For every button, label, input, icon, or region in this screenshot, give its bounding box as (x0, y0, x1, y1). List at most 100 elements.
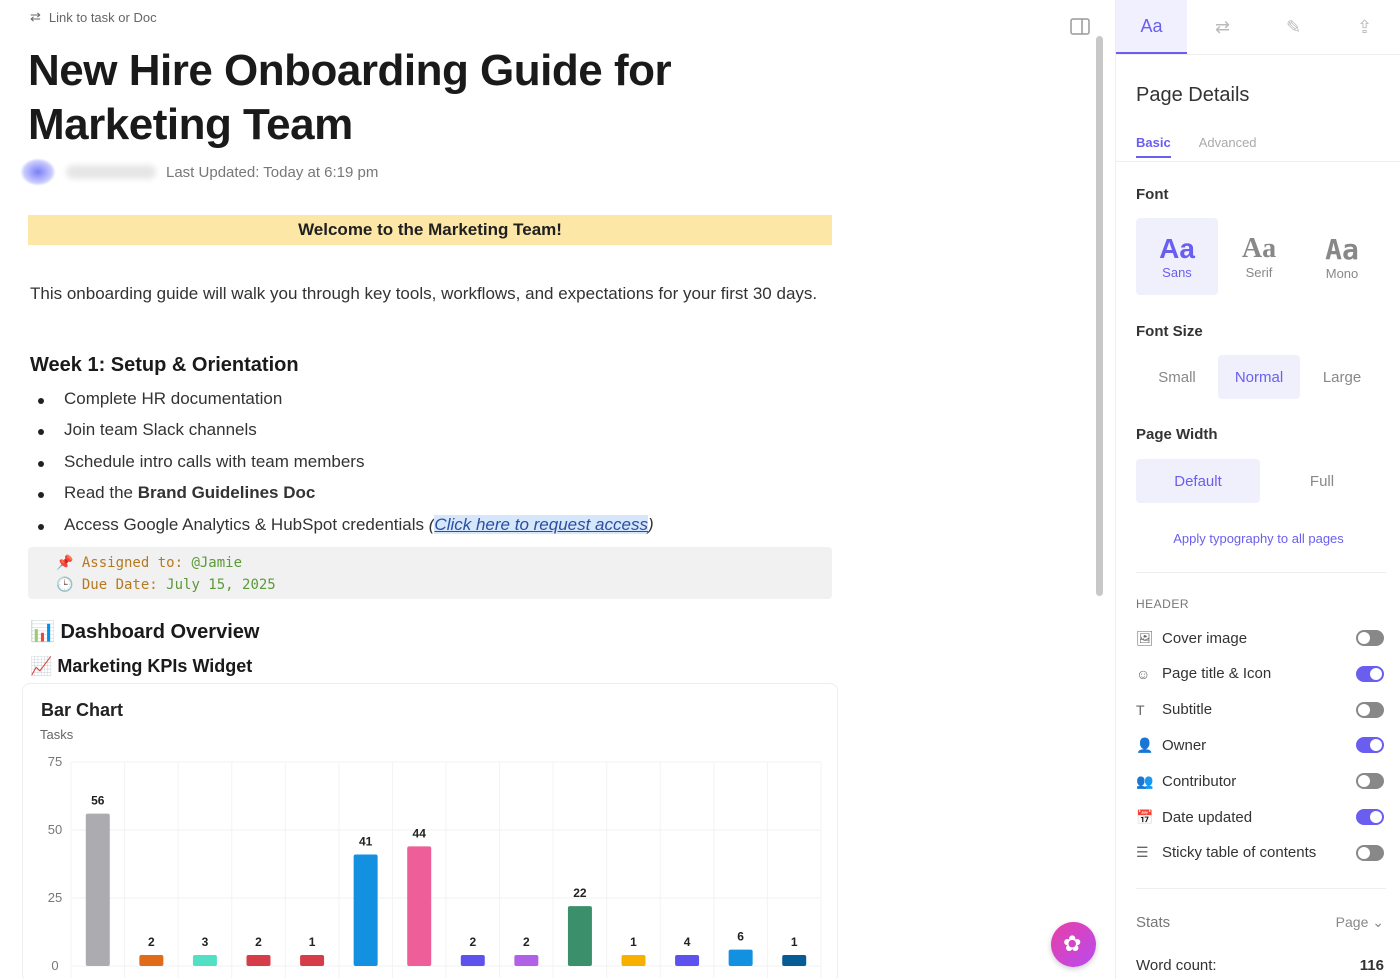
bar (460, 955, 485, 966)
row-icon: 👤 (1136, 736, 1154, 753)
toggle-row-page-title-icon: ☺ Page title & Icon (1136, 664, 1384, 684)
scrollbar[interactable] (1096, 36, 1103, 596)
toggle-switch[interactable] (1356, 844, 1384, 861)
list-item: Join team Slack channels (38, 420, 654, 451)
intro-text: This onboarding guide will walk you thro… (30, 284, 818, 303)
y-tick-label: 0 (51, 958, 58, 973)
data-label: 56 (91, 794, 105, 808)
row-icon: ☺ (1136, 665, 1151, 682)
y-axis-label: Tasks (40, 727, 74, 742)
bar (139, 955, 164, 966)
dashboard-heading: 📊 Dashboard Overview (30, 621, 260, 643)
bar (514, 955, 539, 966)
data-label: 22 (573, 886, 587, 900)
width-full[interactable]: Full (1309, 472, 1335, 490)
toggle-switch[interactable] (1356, 773, 1384, 790)
bar (192, 955, 217, 966)
toggle-switch[interactable] (1356, 665, 1384, 682)
bar (782, 955, 807, 966)
data-label: 4 (684, 935, 691, 949)
bar (728, 949, 753, 966)
stats-row: Stats Page ⌄ (1136, 913, 1384, 931)
toggle-switch[interactable] (1356, 809, 1384, 825)
chart-title: Bar Chart (41, 700, 124, 720)
size-normal[interactable]: Normal (1218, 355, 1300, 399)
list-item: Complete HR documentation (38, 389, 654, 420)
welcome-banner: Welcome to the Marketing Team! (28, 215, 832, 245)
brand-guidelines-link[interactable]: Brand Guidelines Doc (137, 483, 316, 503)
week1-heading: Week 1: Setup & Orientation (30, 354, 299, 376)
font-label: Font (1136, 186, 1169, 203)
panel-title: Page Details (1136, 84, 1250, 106)
data-label: 1 (309, 935, 316, 949)
bar-chart-widget: Bar Chart Tasks 0 25 50 75 56 2 3 2 1 41 44 2 2 22 1 4 6… (22, 683, 838, 979)
data-label: 2 (469, 935, 476, 949)
bar (675, 955, 700, 966)
row-icon: 🖼 (1136, 629, 1154, 646)
apply-typography-link[interactable]: Apply typography to all pages (1173, 531, 1344, 546)
last-updated: Last Updated: Today at 6:19 pm (166, 163, 379, 181)
subtab-advanced[interactable]: Advanced (1198, 135, 1257, 150)
toggle-switch[interactable] (1356, 701, 1384, 718)
subtab-basic[interactable]: Basic (1136, 135, 1171, 158)
tab-ai[interactable]: ✎ (1285, 16, 1302, 37)
word-count-row: Word count: 116 (1136, 956, 1384, 974)
toggle-switch[interactable] (1356, 737, 1384, 754)
data-label: 1 (791, 935, 798, 949)
data-label: 44 (413, 826, 427, 840)
size-large[interactable]: Large (1322, 368, 1362, 386)
y-tick-label: 50 (48, 822, 62, 837)
page-details-panel: Aa ⇄ ✎ ⇪ Page Details Basic Advanced Font… (1115, 0, 1400, 979)
checklist: Complete HR documentation Join team Slac… (38, 389, 654, 546)
page-width-label: Page Width (1136, 426, 1218, 443)
list-item: Access Google Analytics & HubSpot creden… (38, 514, 654, 546)
font-option-serif[interactable]: Aa Serif (1241, 233, 1277, 280)
y-tick-label: 75 (48, 754, 62, 769)
row-icon: 📅 (1136, 808, 1154, 825)
flower-icon: ✿ (1063, 931, 1082, 956)
bar (246, 955, 271, 966)
assignment-code-block: 📌 Assigned to: @Jamie 🕒 Due Date: July 1… (28, 547, 832, 599)
toggle-row-cover-image: 🖼 Cover image (1136, 628, 1384, 648)
avatar[interactable] (20, 158, 56, 186)
request-access-link[interactable]: Click here to request access (434, 514, 648, 534)
row-icon: 👥 (1136, 772, 1154, 789)
toggle-switch[interactable] (1356, 630, 1384, 646)
toggle-row-sticky-table-of-contents: ☰ Sticky table of contents (1136, 843, 1384, 863)
tab-share[interactable]: ⇪ (1356, 16, 1373, 37)
row-icon: ☰ (1136, 844, 1149, 861)
link-icon: ⇄ (30, 9, 41, 24)
bar (407, 846, 432, 966)
font-size-label: Font Size (1136, 323, 1203, 340)
width-default[interactable]: Default (1136, 459, 1260, 503)
data-label: 6 (737, 930, 744, 944)
toggle-row-subtitle: T Subtitle (1136, 700, 1384, 720)
bar (300, 955, 325, 966)
data-label: 2 (255, 935, 262, 949)
bar (621, 955, 646, 966)
data-label: 2 (523, 935, 530, 949)
font-option-mono[interactable]: Aa Mono (1325, 232, 1359, 281)
stats-scope-dropdown[interactable]: Page ⌄ (1335, 913, 1384, 930)
ai-assistant-button[interactable]: ✿ (1051, 922, 1096, 967)
bar (85, 813, 110, 966)
link-to-task-button[interactable]: ⇄ Link to task or Doc (30, 9, 157, 25)
tab-typography[interactable]: Aa (1116, 0, 1187, 54)
y-tick-label: 25 (48, 890, 62, 905)
list-item: Schedule intro calls with team members (38, 452, 654, 483)
toggle-row-contributor: 👥 Contributor (1136, 771, 1384, 791)
data-label: 41 (359, 834, 373, 848)
tab-relationships[interactable]: ⇄ (1214, 16, 1231, 37)
size-small[interactable]: Small (1158, 368, 1196, 386)
toggle-row-date-updated: 📅 Date updated (1136, 807, 1384, 827)
toggle-row-owner: 👤 Owner (1136, 735, 1384, 755)
toggle-panel-icon[interactable] (1070, 18, 1090, 41)
bar (567, 906, 592, 966)
kpi-heading: 📈 Marketing KPIs Widget (30, 656, 253, 676)
font-option-sans[interactable]: Aa Sans (1136, 218, 1218, 295)
page-title[interactable]: New Hire Onboarding Guide for Marketing … (28, 46, 672, 149)
row-icon: T (1136, 701, 1145, 718)
list-item: Read the Brand Guidelines Doc (38, 483, 654, 514)
owner-name (66, 165, 156, 179)
